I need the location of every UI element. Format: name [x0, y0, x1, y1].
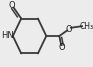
- Text: O: O: [66, 25, 72, 34]
- Text: HN: HN: [1, 31, 14, 40]
- Text: O: O: [58, 43, 65, 52]
- Text: O: O: [9, 1, 15, 10]
- Text: CH₃: CH₃: [79, 22, 93, 31]
